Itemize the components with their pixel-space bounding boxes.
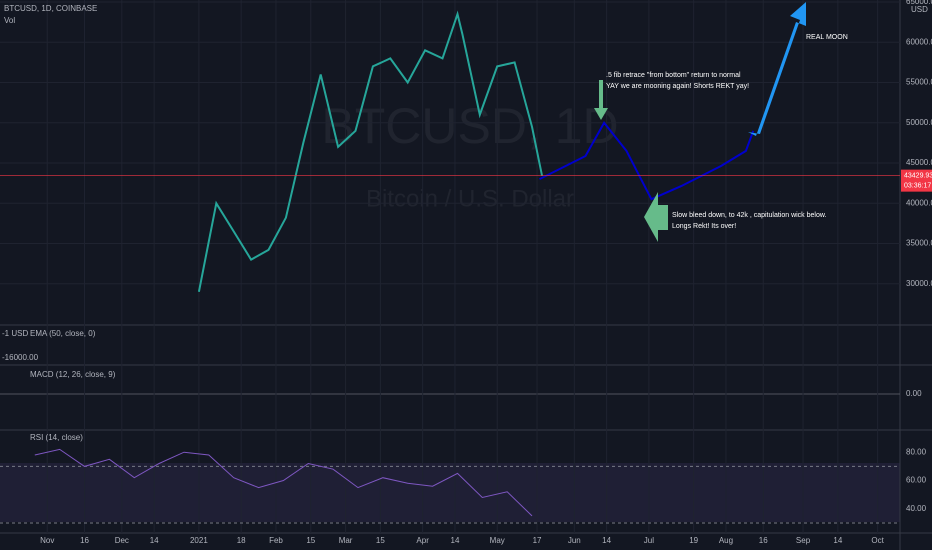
y-tick-label: 80.00: [906, 447, 927, 456]
rsi-band: [0, 463, 900, 522]
watermark: BTCUSD, 1D Bitcoin / U.S. Dollar: [321, 98, 618, 212]
x-tick-label: Aug: [719, 536, 733, 545]
x-tick-label: Apr: [416, 536, 429, 545]
marks: 43429.93 03:36:17 .5 fib retrace "from bot…: [0, 10, 932, 517]
x-tick-label: 16: [80, 536, 89, 545]
ema-tick: -16000.00: [2, 353, 39, 362]
symbol-title: BTCUSD, 1D, COINBASE: [4, 4, 97, 13]
axis-unit: USD: [911, 5, 928, 14]
annotation: Slow bleed down, to 42k , capitulation w…: [672, 212, 827, 219]
x-tick-label: 14: [602, 536, 611, 545]
y-tick-label: 30000.00: [906, 279, 932, 288]
x-tick-label: Jul: [644, 536, 654, 545]
y-tick-label: 50000.00: [906, 118, 932, 127]
x-tick-label: 14: [833, 536, 842, 545]
annotation: .5 fib retrace "from bottom" return to n…: [606, 72, 741, 79]
arrow-left: [644, 192, 668, 242]
last-price-label: 43429.93: [904, 172, 932, 179]
arrow-up: [748, 2, 806, 136]
arrow-down: [594, 80, 608, 120]
x-tick-label: 14: [451, 536, 460, 545]
x-tick-label: May: [490, 536, 505, 545]
watermark-symbol: BTCUSD, 1D: [321, 98, 618, 154]
x-tick-label: 16: [759, 536, 768, 545]
y-tick-label: 40000.00: [906, 198, 932, 207]
y-tick-label: 60.00: [906, 476, 927, 485]
x-tick-label: 17: [533, 536, 542, 545]
rsi-title: RSI (14, close): [30, 433, 83, 442]
x-tick-label: Sep: [796, 536, 811, 545]
macd-tick: 0.00: [906, 389, 922, 398]
y-tick-label: 65000.00: [906, 0, 932, 6]
last-price-box: [901, 169, 932, 192]
ema-title: EMA (50, close, 0): [30, 329, 96, 338]
watermark-desc: Bitcoin / U.S. Dollar: [366, 185, 574, 212]
volume-label: Vol: [4, 16, 15, 25]
x-tick-label: 15: [306, 536, 315, 545]
series-line: [539, 121, 755, 201]
x-tick-label: 19: [689, 536, 698, 545]
series-line: [197, 10, 543, 292]
annotation: Longs Rekt! Its over!: [672, 223, 736, 230]
macd-title: MACD (12, 26, close, 9): [30, 370, 116, 379]
countdown: 03:36:17: [904, 182, 931, 189]
x-tick-label: Feb: [269, 536, 283, 545]
series-line: [34, 448, 533, 517]
x-tick-label: Jun: [568, 536, 581, 545]
x-tick-label: Dec: [115, 536, 129, 545]
y-tick-label: 45000.00: [906, 158, 932, 167]
x-tick-label: 15: [376, 536, 385, 545]
annotation: REAL MOON: [806, 34, 848, 41]
x-tick-label: 2021: [190, 536, 208, 545]
y-tick-label: 40.00: [906, 504, 927, 513]
annotation: YAY we are mooning again! Shorts REKT ya…: [606, 83, 749, 90]
x-tick-label: Oct: [871, 536, 884, 545]
y-tick-label: 35000.00: [906, 239, 932, 248]
x-tick-label: 18: [237, 536, 246, 545]
y-tick-label: 60000.00: [906, 37, 932, 46]
y-tick-label: 55000.00: [906, 78, 932, 87]
ema-tick: -1 USD: [2, 329, 28, 338]
x-tick-label: Nov: [40, 536, 54, 545]
x-tick-label: 14: [150, 536, 159, 545]
x-tick-label: Mar: [339, 536, 353, 545]
